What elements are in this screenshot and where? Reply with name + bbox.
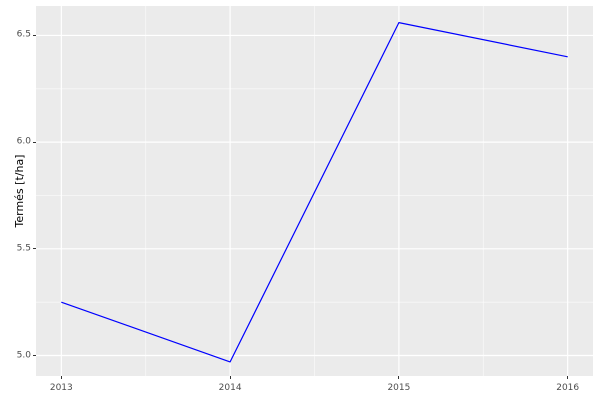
x-tick-label: 2015 <box>387 383 411 393</box>
y-tick-mark <box>33 355 36 356</box>
x-tick-label: 2013 <box>49 383 73 393</box>
x-tick-mark <box>60 376 62 379</box>
y-tick-mark <box>33 34 36 36</box>
x-tick-label: 2014 <box>218 383 242 393</box>
y-tick-mark <box>33 248 36 250</box>
y-tick-label: 6.0 <box>16 136 31 147</box>
x-tick-mark <box>229 376 231 379</box>
y-tick-mark <box>33 141 36 143</box>
data-line <box>61 22 568 363</box>
y-tick-label: 6.5 <box>16 29 31 40</box>
plot-canvas <box>36 6 593 376</box>
x-tick-mark <box>398 376 400 379</box>
plot-panel <box>36 6 593 376</box>
y-tick-label: 5.5 <box>16 243 31 254</box>
x-tick-mark <box>567 376 569 379</box>
x-tick-label: 2016 <box>556 383 580 393</box>
y-tick-label: 5.0 <box>16 350 31 360</box>
